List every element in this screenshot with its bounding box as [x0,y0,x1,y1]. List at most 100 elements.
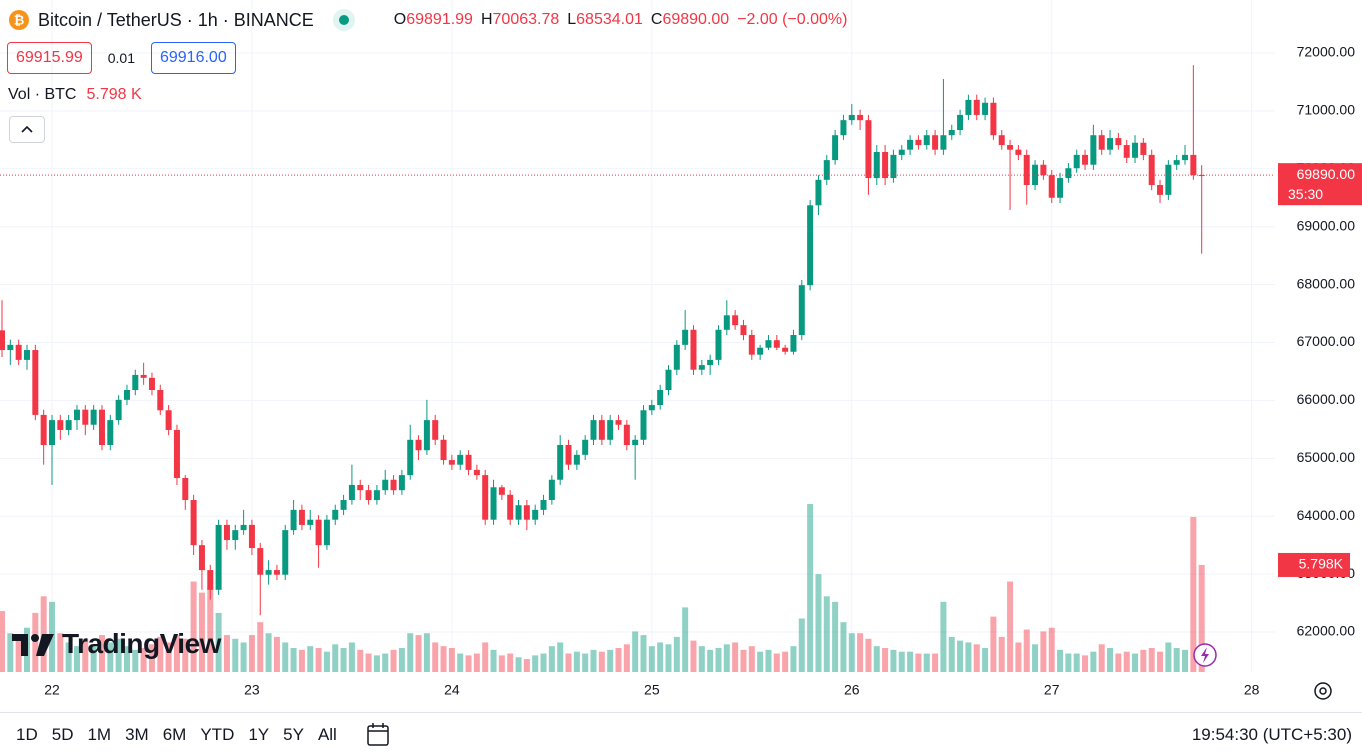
symbol[interactable]: Bitcoin / TetherUS · 1h · BINANCE [38,9,314,30]
candle-body [140,374,147,378]
volume-bar [473,653,480,672]
volume-bar [732,642,739,672]
volume-bar [1132,653,1139,672]
candle-body [832,135,839,161]
volume-bar [1065,653,1072,672]
candle-body [1182,154,1189,161]
volume-bar [590,649,597,672]
volume-bar [990,616,997,672]
candle-body [615,420,622,425]
sell-price[interactable]: 69915.99 [7,42,92,74]
axes: 62000.0063000.0064000.0065000.0066000.00… [0,44,1362,698]
volume-bar [648,646,655,672]
chart: 62000.0063000.0064000.0065000.0066000.00… [0,0,1362,700]
date-range-icon[interactable] [365,721,393,749]
volume-bar [582,653,589,672]
alert-bolt [1201,647,1209,663]
range-button[interactable]: 1M [87,724,112,744]
volume-bar [932,653,939,672]
volume-bar [7,633,14,672]
range-button[interactable]: 5Y [283,724,304,744]
volume-bar [632,631,639,672]
candle-body [307,519,314,525]
volume-bar [432,642,439,672]
candle-body [190,500,197,546]
range-button[interactable]: 6M [162,724,187,744]
candle-body [1198,175,1205,177]
candle-body [23,350,30,360]
logo-mark [12,634,54,656]
candle-body [1082,154,1089,165]
candle-body [1090,135,1097,165]
volume-label: Vol · BTC [8,86,77,103]
candle-body [598,420,605,440]
volume-legend: Vol · BTC 5.798 K [8,86,142,104]
volume-bar [107,642,114,672]
candle-body [207,570,214,590]
candle-body [448,460,455,465]
volume-bar [557,642,564,672]
candle-body [540,500,547,510]
candle-body [948,129,955,136]
volume-bar [940,601,947,672]
volume-bar [182,638,189,672]
ohlc-item: H70063.78 [481,11,559,29]
candle-body [973,99,980,115]
volume-bar [707,649,714,672]
collapse-button[interactable] [9,116,45,143]
volume-bar [698,646,705,672]
volume-bar [365,653,372,672]
candle-body [57,420,64,430]
volume-bar [1032,644,1039,672]
candle-body [157,389,164,411]
y-tick-label: 71000.00 [1297,102,1356,118]
volume-bar [757,651,764,672]
volume-bar [723,644,730,672]
range-button[interactable]: All [317,724,337,744]
candle-body [273,570,280,575]
chevron [21,125,33,133]
candle-body [782,347,789,352]
svg-text:₿: ₿ [14,12,25,27]
x-tick-label: 28 [1244,682,1260,698]
volume-bar [573,651,580,672]
range-button[interactable]: 1D [16,724,38,744]
candle-body [1107,138,1114,150]
y-tick-label: 67000.00 [1297,333,1356,349]
candle-body [407,439,414,476]
volume-bar [165,642,172,672]
change: −2.00 (−0.00%) [737,11,848,28]
volume-bar [398,648,405,672]
volume-bar [348,642,355,672]
candle-body [440,439,447,461]
clock[interactable]: 19:54:30 (UTC+5:30) [1191,724,1352,744]
candle-body [690,329,697,370]
range-button[interactable]: 1Y [248,724,270,744]
volume-bar [748,646,755,672]
candle-body [32,350,39,415]
range-button[interactable]: YTD [200,724,235,744]
settings-icon[interactable] [1314,682,1332,700]
symbol-header: ₿ Bitcoin / TetherUS · 1h · BINANCE O698… [8,8,847,32]
range-button[interactable]: 3M [125,724,149,744]
ohlc-key: C [650,11,663,28]
volume-bar [448,648,455,672]
volume-bar [565,653,572,672]
volume-bar [65,642,72,672]
y-tick-label: 62000.00 [1297,623,1356,639]
volume-bar [140,648,147,672]
candle-body [1123,145,1130,158]
volume-bar [598,651,605,672]
volume-bar [257,622,264,672]
ohlc-item: C69890.00 [651,11,729,29]
buy-price[interactable]: 69916.00 [150,42,236,74]
footer: 1D 5D 1M 3M 6M YTD 1Y 5Y All 19:54:30 (UTC+5:30) [0,712,1362,756]
candle-body [765,340,772,348]
candle-body [132,374,139,390]
range-button[interactable]: 5D [51,724,74,744]
candle-body [1157,185,1164,195]
candle-body [1165,164,1172,195]
last-price-label: 69890.00 [1297,166,1356,182]
volume-bar [848,633,855,672]
